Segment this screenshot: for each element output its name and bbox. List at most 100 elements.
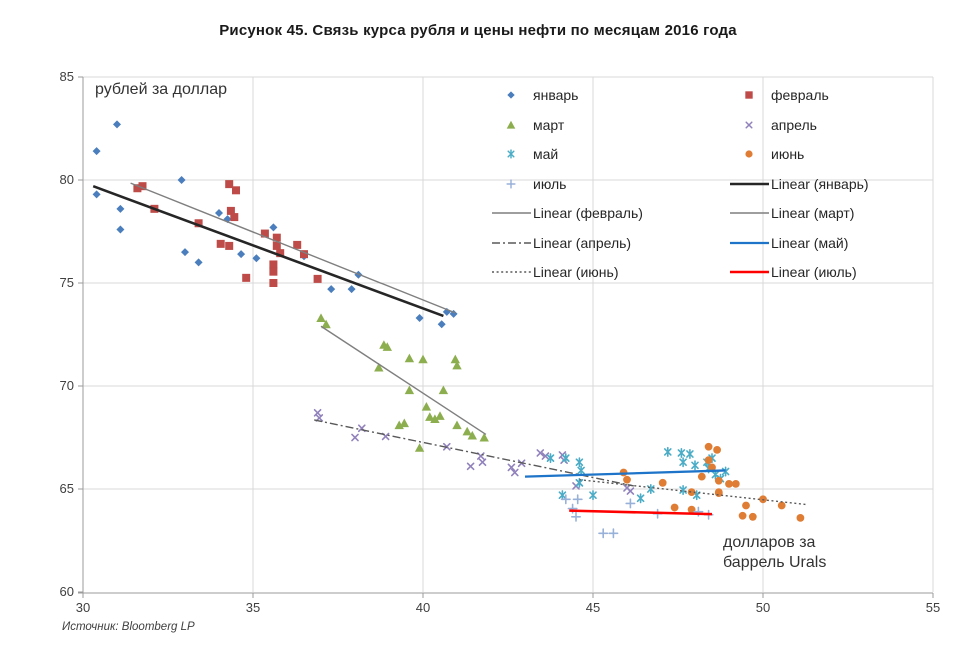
x-tick-label: 55 [925,600,941,615]
data-point [230,213,239,222]
series-june [619,442,805,522]
data-point [479,432,489,442]
data-point [437,320,446,329]
legend-label: Linear (февраль) [533,205,643,221]
figure-title: Рисунок 45. Связь курса рубля и цены неф… [219,22,737,39]
data-point [704,456,713,465]
x-axis-inline-label: долларов за баррель Urals [723,534,827,571]
source-note: Источник: Bloomberg LP [62,621,195,633]
data-point [452,360,462,370]
legend-item-январь: январь [490,86,578,104]
data-point [777,501,786,510]
legend-item-апрель: апрель [728,116,817,134]
data-point [92,190,101,199]
data-point [708,463,716,472]
data-point [215,208,223,217]
data-point [232,186,240,195]
data-point [252,254,261,263]
legend-item-май: май [490,145,558,163]
data-point [462,426,472,436]
circle-icon [745,150,753,158]
data-point [560,494,571,505]
data-point [414,443,425,452]
series-april [313,408,635,495]
legend-label: июнь [771,146,805,162]
data-point [558,490,567,501]
data-point [725,479,733,488]
y-tick-label: 70 [59,378,74,393]
data-point [316,313,326,323]
legend-label: январь [533,87,579,103]
legend-label: февраль [771,87,829,103]
data-point [351,433,359,442]
y-tick-label: 80 [59,172,74,187]
data-point [670,503,679,512]
legend-label: июль [533,175,567,192]
data-point [272,233,281,242]
legend-label: май [533,146,559,162]
data-point [572,494,583,505]
legend-label: Linear (апрель) [533,234,632,251]
legend-line-icon [730,241,769,244]
axes [78,76,934,598]
legend-line-icon [492,271,531,273]
data-point [570,511,582,522]
data-point [636,493,645,504]
data-point [467,430,477,440]
data-point [425,412,435,421]
y-tick-label: 60 [59,584,74,599]
data-point [435,411,445,420]
data-point [399,418,409,428]
data-point [177,176,186,184]
legend-item-март: март [490,116,564,134]
data-point [658,478,667,487]
data-point [598,528,609,539]
data-point [507,463,516,472]
legend-item-февраль: февраль [728,86,829,104]
data-point [625,498,636,509]
trendline-february [130,182,456,314]
data-point [116,204,125,213]
data-point [194,258,203,267]
data-point [742,501,750,510]
y-tick-label: 85 [59,69,74,84]
legend-label: Linear (май) [771,234,849,251]
data-point [796,513,805,522]
data-point [269,260,278,269]
legend-item-Linear--май-: Linear (май) [728,234,848,252]
plus-icon [506,178,516,189]
data-point [404,353,415,363]
x-icon [745,120,753,129]
legend-item-Linear--январь-: Linear (январь) [728,175,869,193]
data-point [374,362,384,372]
legend-line-icon [730,270,769,274]
data-point [450,354,460,364]
data-point [113,120,121,129]
data-point [92,147,101,156]
legend-item-Linear--март-: Linear (март) [728,204,854,222]
legend-line-icon [730,212,769,214]
legend-label: апрель [771,116,817,133]
x-tick-label: 50 [755,600,771,615]
data-point [476,452,485,460]
data-point [738,511,747,520]
data-point [225,180,234,189]
gridlines [83,76,934,592]
data-point [276,249,285,258]
legend-label: Linear (март) [771,205,855,221]
star-icon [507,149,515,159]
y-tick-label: 65 [59,481,74,496]
legend-item-Linear--февраль-: Linear (февраль) [490,204,643,222]
data-point [452,420,462,430]
data-point [300,250,308,259]
data-point [216,239,225,248]
series-january [92,120,458,329]
legend-line-icon [492,212,531,214]
data-point [269,223,278,232]
data-point [704,442,713,451]
data-point [541,452,550,460]
data-point [510,468,519,477]
data-point [242,273,251,282]
data-point [546,453,555,464]
